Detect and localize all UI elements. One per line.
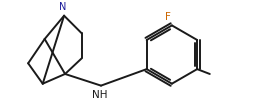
Text: N: N: [59, 2, 67, 12]
Text: NH: NH: [92, 90, 108, 100]
Text: F: F: [165, 12, 171, 22]
